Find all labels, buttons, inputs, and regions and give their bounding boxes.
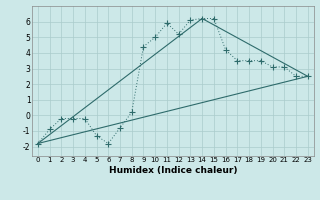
X-axis label: Humidex (Indice chaleur): Humidex (Indice chaleur): [108, 166, 237, 175]
